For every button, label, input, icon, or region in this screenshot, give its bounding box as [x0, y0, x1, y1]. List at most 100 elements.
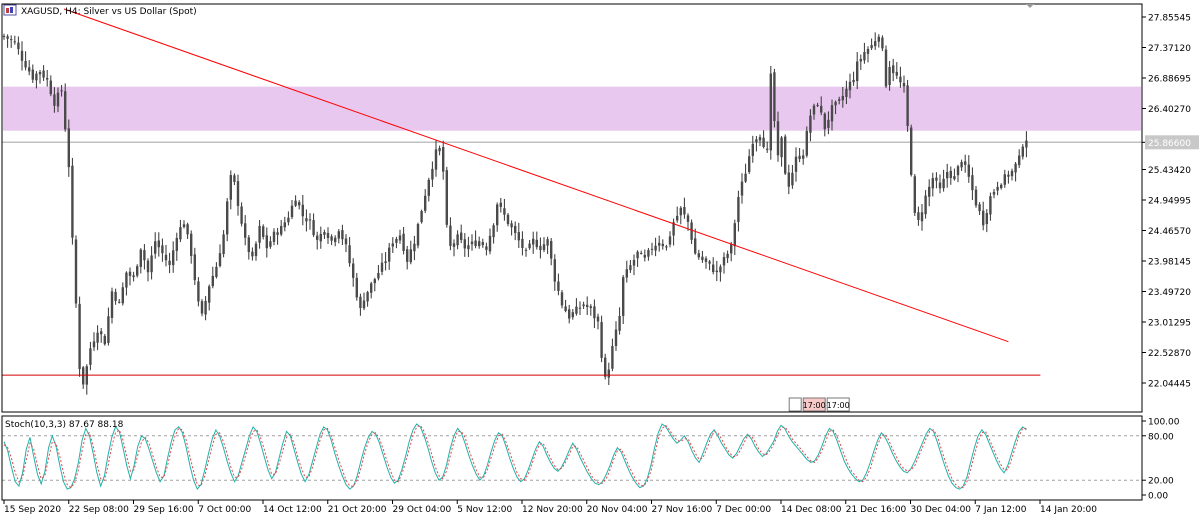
time-tick-label: 22 Sep 08:00	[69, 505, 129, 515]
candle	[748, 149, 751, 174]
candle	[506, 212, 510, 227]
candle-body	[978, 204, 981, 212]
candle	[31, 64, 34, 83]
candle-body	[989, 196, 992, 215]
resistance-zone[interactable]	[3, 86, 1141, 131]
stochastic-panel[interactable]: 100.00 80.00 20.00 0.00 Stoch(10,3,3) 87.67 …	[2, 418, 1180, 502]
candle-body	[870, 44, 873, 49]
candle	[139, 248, 142, 274]
candle	[704, 256, 708, 269]
candle	[182, 220, 186, 229]
chart-shift-marker-icon[interactable]	[1026, 4, 1034, 8]
candle	[928, 179, 931, 207]
time-marker[interactable]	[826, 397, 850, 412]
candle	[528, 240, 531, 250]
price-tick-label: 27.85545	[1148, 14, 1191, 24]
candle	[906, 79, 909, 132]
candle	[816, 102, 819, 108]
candle-body	[478, 241, 481, 247]
candle-body	[949, 170, 952, 178]
candle-body	[254, 243, 258, 257]
candle	[794, 147, 798, 182]
candle-body	[240, 206, 243, 224]
candle-body	[748, 156, 751, 173]
candle	[553, 254, 556, 291]
chart-title: XAGUSD, H4: Silver vs US Dollar (Spot)	[21, 7, 197, 17]
candle	[942, 169, 945, 192]
candle	[341, 224, 344, 246]
candle-body	[380, 262, 384, 272]
candle-body	[668, 236, 672, 245]
candle-body	[913, 176, 916, 213]
stoch-tick-label: 0.00	[1148, 492, 1168, 502]
chart-window-icon-bar	[6, 8, 9, 13]
candle-body	[168, 260, 171, 265]
candle-body	[679, 207, 682, 216]
candle-body	[114, 291, 117, 301]
candle-body	[118, 301, 121, 303]
current-price-badge	[1145, 135, 1199, 150]
candle	[100, 328, 103, 343]
candle-body	[402, 233, 405, 251]
candle	[910, 124, 913, 177]
stoch-tick-label: 20.00	[1148, 477, 1174, 487]
candle-body	[28, 67, 31, 72]
candle-body	[467, 245, 470, 250]
candle-body	[305, 218, 308, 222]
resistance-zone-rect[interactable]	[3, 86, 1141, 131]
candle-body	[233, 175, 236, 182]
candlestick-series	[2, 32, 1028, 395]
candle	[557, 273, 560, 296]
candle-body	[35, 73, 38, 81]
candle-body	[510, 223, 513, 228]
candle	[820, 96, 823, 116]
candle	[517, 222, 520, 248]
candle	[751, 135, 754, 163]
time-marker[interactable]	[802, 397, 826, 412]
candle	[859, 54, 862, 70]
candle-body	[283, 222, 286, 228]
candle	[146, 258, 150, 282]
candle	[456, 230, 459, 250]
candle-body	[251, 251, 254, 257]
candle	[686, 213, 690, 231]
candle	[488, 228, 492, 255]
candle	[172, 241, 175, 273]
candle-body	[20, 50, 24, 61]
candle-body	[78, 303, 81, 370]
candle-body	[604, 357, 607, 377]
candle-body	[928, 186, 931, 197]
candle	[636, 250, 639, 267]
candle	[377, 264, 380, 281]
candle	[661, 239, 664, 250]
candle-body	[906, 85, 909, 127]
time-tick-label: 21 Oct 20:00	[328, 505, 387, 515]
candle	[614, 321, 618, 351]
candle	[233, 173, 236, 186]
candle-body	[161, 245, 164, 254]
candle	[287, 211, 290, 226]
candle-body	[391, 243, 394, 247]
candle	[10, 35, 13, 48]
candle-body	[650, 248, 654, 250]
candle-body	[157, 240, 160, 248]
candle-body	[874, 41, 877, 47]
candle	[154, 232, 157, 259]
candle	[755, 136, 758, 152]
candle-body	[2, 36, 6, 38]
candle	[726, 250, 729, 264]
price-tick-label: 25.86600	[1148, 139, 1191, 149]
candle-body	[82, 367, 85, 385]
candle	[870, 38, 873, 51]
candle	[398, 229, 402, 244]
candle-body	[971, 175, 974, 191]
candle	[445, 166, 448, 228]
candle-body	[164, 254, 168, 261]
descending-trendline[interactable]	[63, 8, 1009, 343]
candle	[708, 260, 711, 271]
candle-body	[776, 121, 780, 156]
candle	[848, 73, 852, 99]
candle	[665, 244, 668, 251]
